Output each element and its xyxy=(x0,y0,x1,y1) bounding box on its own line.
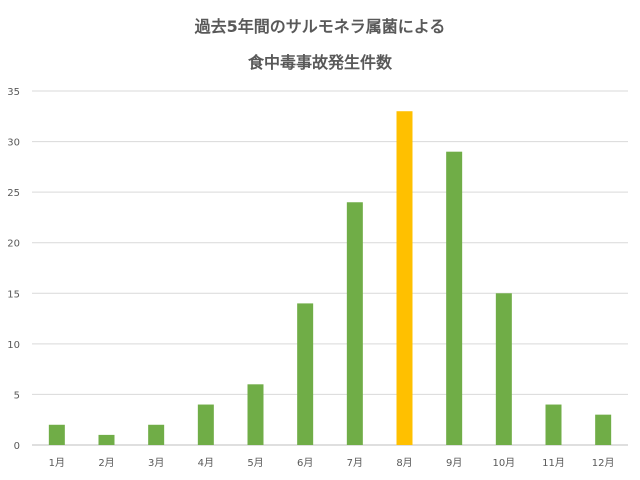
bar xyxy=(98,434,115,445)
bar xyxy=(297,303,314,445)
bar xyxy=(545,404,562,445)
bar xyxy=(346,202,363,445)
bar xyxy=(247,384,264,445)
gridlines xyxy=(32,90,628,446)
x-tick-label: 2月 xyxy=(98,457,114,469)
x-tick-label: 9月 xyxy=(446,457,462,469)
y-axis-ticks: 0 5 10 15 20 25 30 35 xyxy=(7,87,20,452)
bar xyxy=(48,424,65,445)
bar xyxy=(396,111,413,445)
chart-title-line-2: 食中毒事故発生件数 xyxy=(247,53,393,72)
x-tick-label: 5月 xyxy=(247,457,263,469)
x-tick-label: 10月 xyxy=(492,457,515,469)
y-tick-label: 25 xyxy=(7,188,20,199)
y-tick-label: 0 xyxy=(14,441,20,452)
x-tick-label: 4月 xyxy=(198,457,214,469)
x-tick-label: 8月 xyxy=(396,457,412,469)
y-tick-label: 10 xyxy=(7,340,20,351)
y-tick-label: 35 xyxy=(7,87,20,98)
bar xyxy=(148,424,165,445)
x-tick-label: 3月 xyxy=(148,457,164,469)
y-tick-label: 20 xyxy=(7,239,20,250)
x-tick-label: 11月 xyxy=(542,457,565,469)
y-tick-label: 5 xyxy=(14,390,20,401)
y-tick-label: 15 xyxy=(7,289,20,300)
x-tick-label: 7月 xyxy=(347,457,363,469)
chart-title-line-1: 過去5年間のサルモネラ属菌による xyxy=(194,17,446,36)
bar xyxy=(197,404,214,445)
bar xyxy=(595,414,612,445)
y-tick-label: 30 xyxy=(7,138,20,149)
x-tick-label: 6月 xyxy=(297,457,313,469)
bars xyxy=(48,111,612,445)
bar xyxy=(495,293,512,445)
bar xyxy=(446,151,463,445)
x-tick-label: 12月 xyxy=(592,457,615,469)
x-axis-ticks: 1月 2月 3月 4月 5月 6月 7月 8月 9月 10月 11月 12月 xyxy=(49,457,615,469)
x-tick-label: 1月 xyxy=(49,457,65,469)
